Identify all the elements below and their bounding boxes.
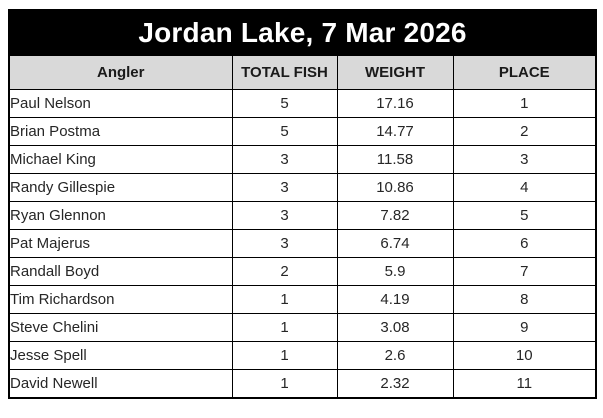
cell-angler: Ryan Glennon [8, 201, 233, 230]
cell-place: 5 [452, 201, 597, 230]
table-row: Steve Chelini 1 3.08 9 [8, 313, 597, 342]
cell-total-fish: 3 [231, 145, 338, 174]
table-row: Ryan Glennon 3 7.82 5 [8, 201, 597, 230]
cell-total-fish: 2 [231, 257, 338, 286]
cell-weight: 3.08 [336, 313, 454, 342]
cell-total-fish: 3 [231, 201, 338, 230]
table-row: Tim Richardson 1 4.19 8 [8, 285, 597, 314]
cell-place: 4 [452, 173, 597, 202]
column-header-place: PLACE [452, 55, 597, 90]
cell-place: 3 [452, 145, 597, 174]
cell-place: 11 [452, 369, 597, 399]
cell-weight: 10.86 [336, 173, 454, 202]
cell-place: 2 [452, 117, 597, 146]
cell-total-fish: 5 [231, 117, 338, 146]
cell-angler: Paul Nelson [8, 89, 233, 118]
cell-total-fish: 3 [231, 229, 338, 258]
cell-angler: Michael King [8, 145, 233, 174]
cell-weight: 17.16 [336, 89, 454, 118]
cell-angler: Randy Gillespie [8, 173, 233, 202]
table-row: Pat Majerus 3 6.74 6 [8, 229, 597, 258]
results-table: Jordan Lake, 7 Mar 2026 Angler TOTAL FIS… [8, 9, 598, 399]
cell-place: 8 [452, 285, 597, 314]
page-title: Jordan Lake, 7 Mar 2026 [8, 9, 597, 56]
cell-weight: 14.77 [336, 117, 454, 146]
cell-angler: David Newell [8, 369, 233, 399]
cell-angler: Randall Boyd [8, 257, 233, 286]
table-row: Jesse Spell 1 2.6 10 [8, 341, 597, 370]
table-header-row: Angler TOTAL FISH WEIGHT PLACE [8, 55, 597, 90]
cell-weight: 2.32 [336, 369, 454, 399]
cell-total-fish: 1 [231, 313, 338, 342]
cell-place: 1 [452, 89, 597, 118]
cell-weight: 2.6 [336, 341, 454, 370]
column-header-angler: Angler [8, 55, 233, 90]
table-row: Brian Postma 5 14.77 2 [8, 117, 597, 146]
title-row: Jordan Lake, 7 Mar 2026 [8, 9, 597, 56]
cell-total-fish: 1 [231, 369, 338, 399]
cell-place: 10 [452, 341, 597, 370]
column-header-weight: WEIGHT [336, 55, 454, 90]
column-header-total-fish: TOTAL FISH [231, 55, 338, 90]
cell-total-fish: 1 [231, 341, 338, 370]
cell-weight: 6.74 [336, 229, 454, 258]
table-row: Randall Boyd 2 5.9 7 [8, 257, 597, 286]
table-row: Paul Nelson 5 17.16 1 [8, 89, 597, 118]
cell-place: 6 [452, 229, 597, 258]
table-row: Randy Gillespie 3 10.86 4 [8, 173, 597, 202]
cell-place: 9 [452, 313, 597, 342]
cell-weight: 7.82 [336, 201, 454, 230]
table-row: David Newell 1 2.32 11 [8, 369, 597, 399]
cell-weight: 4.19 [336, 285, 454, 314]
cell-weight: 11.58 [336, 145, 454, 174]
cell-angler: Jesse Spell [8, 341, 233, 370]
cell-place: 7 [452, 257, 597, 286]
table-row: Michael King 3 11.58 3 [8, 145, 597, 174]
cell-angler: Steve Chelini [8, 313, 233, 342]
cell-total-fish: 3 [231, 173, 338, 202]
cell-total-fish: 5 [231, 89, 338, 118]
cell-angler: Brian Postma [8, 117, 233, 146]
cell-weight: 5.9 [336, 257, 454, 286]
cell-angler: Tim Richardson [8, 285, 233, 314]
cell-total-fish: 1 [231, 285, 338, 314]
cell-angler: Pat Majerus [8, 229, 233, 258]
